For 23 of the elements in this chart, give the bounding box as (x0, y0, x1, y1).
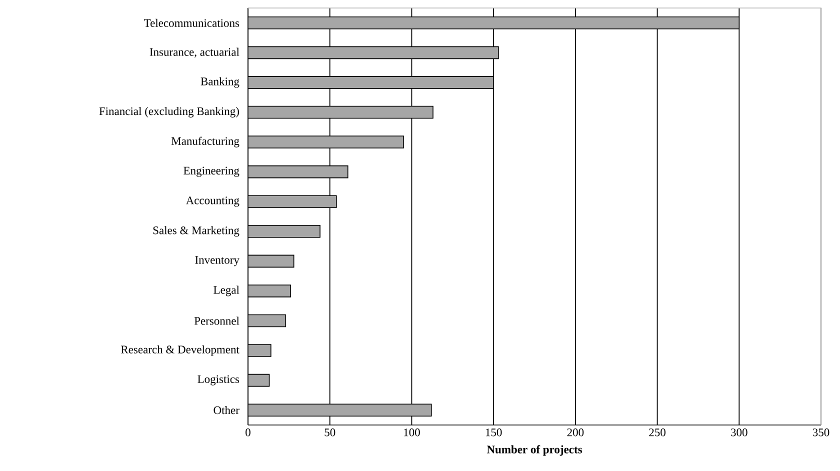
y-tick-label: Legal (214, 286, 240, 296)
y-tick-label: Logistics (198, 375, 240, 386)
y-tick-label: Banking (200, 77, 240, 88)
x-tick-label: 150 (486, 428, 502, 436)
x-tick-label: 50 (324, 428, 336, 436)
y-tick-label: Inventory (195, 256, 240, 266)
x-tick-label: 100 (404, 428, 420, 436)
x-tick-label: 0 (246, 428, 250, 436)
x-tick-label: 300 (731, 428, 748, 436)
y-tick-label: Insurance, actuarial (150, 48, 240, 58)
x-tick-label: 350 (812, 428, 830, 436)
x-axis-title: Number of projects (486, 445, 582, 456)
x-tick-label: 250 (649, 428, 666, 436)
y-tick-label: Engineering (184, 166, 240, 177)
y-tick-label: Manufacturing (171, 136, 240, 148)
y-tick-label: Research & Development (121, 345, 240, 356)
y-tick-label: Personnel (194, 316, 240, 325)
x-tick-label: 200 (567, 428, 584, 436)
y-tick-label: Sales & Marketing (153, 226, 240, 237)
y-tick-label: Accounting (186, 196, 240, 207)
y-tick-label: Financial (excluding Banking) (99, 107, 239, 118)
y-tick-label: Telecommunications (144, 18, 240, 27)
y-tick-label: Other (214, 406, 240, 414)
